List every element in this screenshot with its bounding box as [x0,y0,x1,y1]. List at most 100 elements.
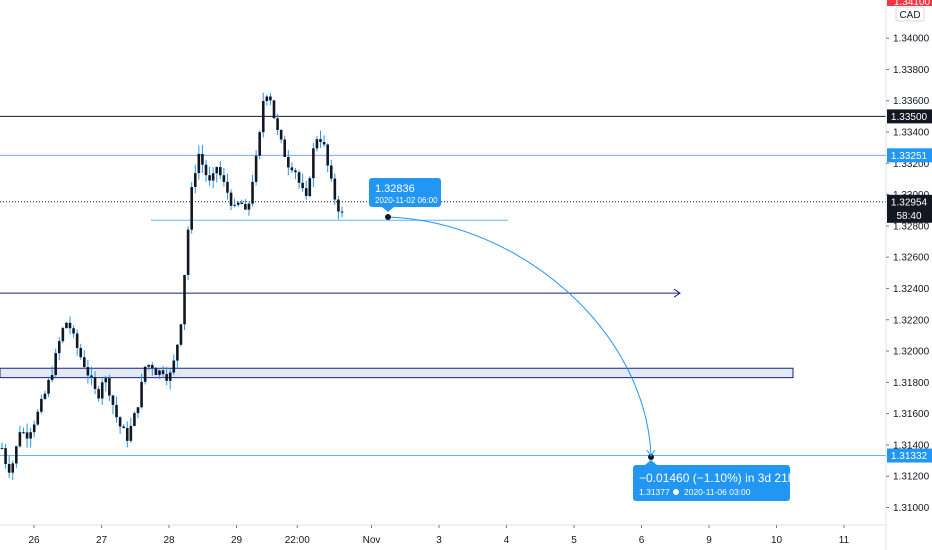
candle-body [304,188,308,196]
candle-body [50,375,54,380]
candle-body [54,353,57,376]
candle-body [68,322,72,329]
y-tick-label: 1.32000 [893,347,930,358]
candle-body [47,379,50,394]
currency-badge[interactable] [895,6,925,22]
candle-body [290,167,294,171]
candle-body [168,372,172,381]
x-tick-label: 5 [571,535,577,546]
forecast-arrow-icon [646,449,656,457]
candle-body [158,370,161,376]
y-tick-label: 1.31800 [893,378,930,389]
candle-body [151,364,154,369]
y-tick-label: 1.31600 [893,409,930,420]
x-tick-label: 29 [231,535,243,546]
forecast-start-callout[interactable]: 1.32836 2020-11-02 06:00 [369,178,441,212]
candle-body [108,378,111,396]
y-tick-label: 1.33200 [893,159,930,170]
candle-body [322,142,326,145]
y-tick-label: 1.33400 [893,128,930,139]
candle-body [219,167,222,176]
svg-text:1.33500: 1.33500 [891,112,928,123]
candle-body [143,366,147,382]
y-tick-label: 1.31400 [893,440,930,451]
candle-body [247,203,251,210]
candle-body [75,333,79,348]
resistance-price-tag: 1.33500 [887,109,932,124]
candle-body [161,370,165,375]
candle-body [100,382,104,399]
candle-body [125,428,129,441]
candle-body [197,153,201,174]
upper-level-price-tag: 1.33251 [887,148,932,163]
x-tick-label: 3 [436,535,442,546]
candle-body [61,328,65,342]
y-tick-label: 1.33600 [893,96,930,107]
candle-body [201,153,204,165]
candle-body [22,432,25,434]
candlestick-series [0,92,344,481]
candle-body [57,341,61,354]
clock-icon [673,489,679,495]
x-tick-label: 22:00 [285,535,310,546]
candle-body [297,172,301,183]
top-price-tag [887,0,932,6]
candle-body [133,413,136,426]
candle-body [340,211,344,213]
candle-body [308,178,312,196]
candle-body [129,425,133,441]
forecast-start-point[interactable] [385,214,391,220]
forecast-end-callout[interactable]: −0.01460 (−1.10%) in 3d 21h 1.31377 2020… [633,460,794,501]
horizontal-ray[interactable] [0,288,681,298]
x-tick-label: 11 [839,535,850,546]
candle-body [15,446,18,464]
start-price: 1.32836 [375,183,415,195]
x-axis[interactable]: 26 27 28 29 22:00 Nov 3 4 5 6 9 10 11 [28,525,850,546]
candle-body [226,181,229,193]
candle-body [72,328,75,334]
candle-body [179,324,183,345]
candle-body [122,426,125,429]
x-tick-label: 26 [28,535,40,546]
candle-body [269,96,272,101]
y-tick-label: 1.31000 [893,503,930,514]
candle-body [32,424,36,433]
candle-body [222,175,226,182]
candle-body [186,229,190,275]
candle-body [301,182,304,189]
candle-body [118,417,122,427]
candle-body [315,139,319,149]
forecast-arc[interactable] [387,216,652,456]
candle-body [0,448,4,450]
y-tick-label: 1.31200 [893,472,930,483]
svg-text:1.33251: 1.33251 [891,151,928,162]
candle-body [215,167,219,174]
candle-body [147,364,151,367]
end-price: 1.31377 [639,487,670,497]
candle-body [18,432,22,447]
candle-body [25,432,29,439]
y-tick-label: 1.32200 [893,315,930,326]
forecast-end-point[interactable] [648,454,654,460]
candle-body [172,360,176,373]
candle-body [183,274,186,325]
x-tick-label: 9 [706,535,712,546]
end-datetime: 2020-11-06 03:00 [684,487,751,497]
x-tick-label: 27 [96,535,108,546]
y-tick-label: 1.33800 [893,65,930,76]
candle-body [90,375,93,378]
candle-body [140,381,143,408]
candle-body [312,148,315,179]
candle-body [258,132,261,156]
x-tick-label: 28 [163,535,175,546]
svg-text:1.32954: 1.32954 [891,197,928,208]
candle-body [154,368,158,376]
end-change: −0.01460 (−1.10%) in 3d 21h [639,471,794,485]
candle-body [86,367,90,376]
x-tick-label: 6 [639,535,645,546]
candle-body [115,404,118,418]
zone-rectangle[interactable] [0,367,794,379]
svg-text:1.31332: 1.31332 [891,451,928,462]
candle-body [265,96,269,102]
